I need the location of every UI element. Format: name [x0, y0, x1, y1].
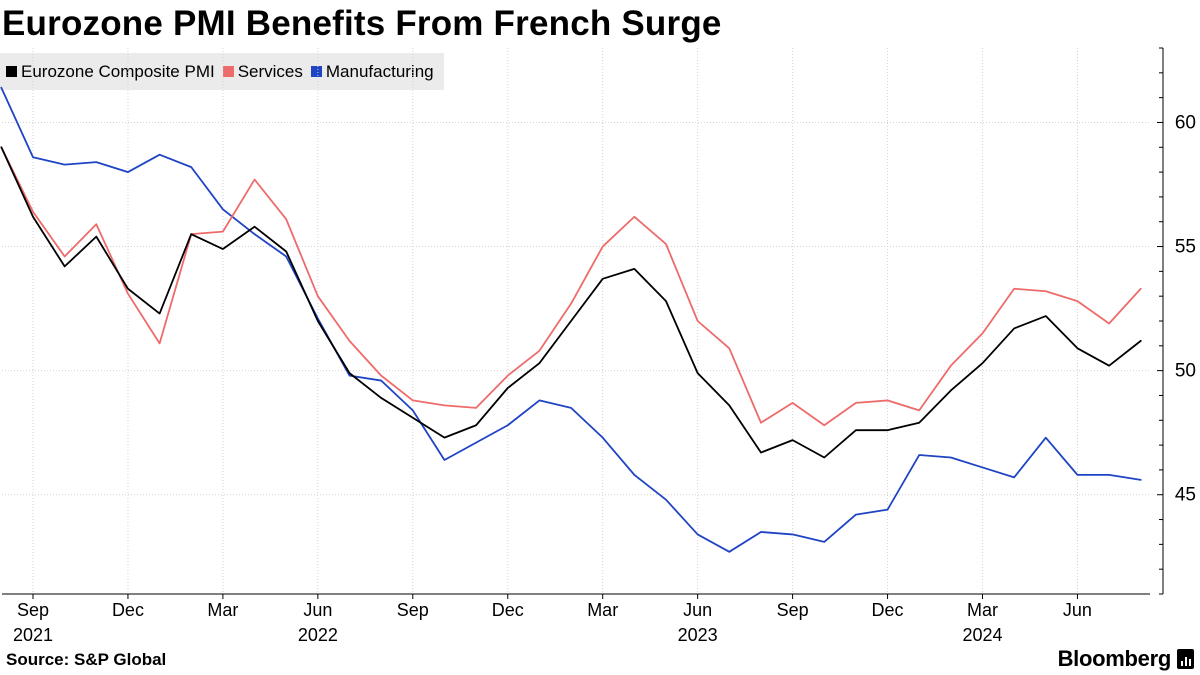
legend-swatch-composite [6, 66, 17, 77]
x-tick-label: Dec [492, 600, 524, 620]
legend: Eurozone Composite PMI Services Manufact… [0, 53, 444, 90]
composite-line [0, 146, 1142, 459]
legend-item-services: Services [222, 61, 303, 82]
x-year-label: 2022 [298, 625, 338, 645]
y-tick-label: 50 [1175, 361, 1196, 382]
y-tick-label: 60 [1175, 112, 1196, 133]
brand-name: Bloomberg [1057, 646, 1172, 671]
x-tick-label: Mar [967, 600, 998, 620]
manufacturing-line [0, 86, 1142, 553]
x-tick-label: Dec [112, 600, 144, 620]
x-tick-label: Dec [872, 600, 904, 620]
x-year-label: 2021 [13, 625, 53, 645]
grid-layer [2, 48, 1150, 594]
x-tick-label: Mar [587, 600, 618, 620]
chart-title: Eurozone PMI Benefits From French Surge [2, 4, 722, 43]
y-tick-label: 55 [1175, 237, 1196, 258]
source-note: Source: S&P Global [6, 650, 167, 669]
x-tick-label: Mar [207, 600, 238, 620]
legend-swatch-services [222, 66, 234, 77]
legend-item-manufacturing: Manufacturing [310, 61, 434, 82]
x-tick-label: Sep [397, 600, 429, 620]
brand-logo: Bloomberg [1058, 646, 1194, 672]
legend-swatch-manufacturing [310, 66, 322, 77]
services-line [0, 146, 1142, 427]
bloomberg-terminal-icon [1177, 649, 1194, 669]
series-layer [0, 86, 1142, 553]
legend-item-composite: Eurozone Composite PMI [6, 62, 215, 82]
x-tick-label: Sep [17, 600, 49, 620]
x-tick-label: Jun [303, 600, 332, 620]
x-year-label: 2023 [678, 625, 718, 645]
x-year-label: 2024 [962, 625, 1002, 645]
legend-label-composite: Eurozone Composite PMI [21, 61, 215, 81]
legend-label-services: Services [237, 61, 303, 81]
x-tick-label: Jun [683, 600, 712, 620]
x-tick-label: Sep [777, 600, 809, 620]
axis-layer: Sep 2021 Dec Mar Jun 2022 Sep Dec Mar Jun 2023 Sep D… [2, 47, 1196, 645]
y-tick-label: 45 [1175, 485, 1196, 506]
legend-label-manufacturing: Manufacturing [325, 61, 434, 81]
x-tick-label: Jun [1063, 600, 1092, 620]
